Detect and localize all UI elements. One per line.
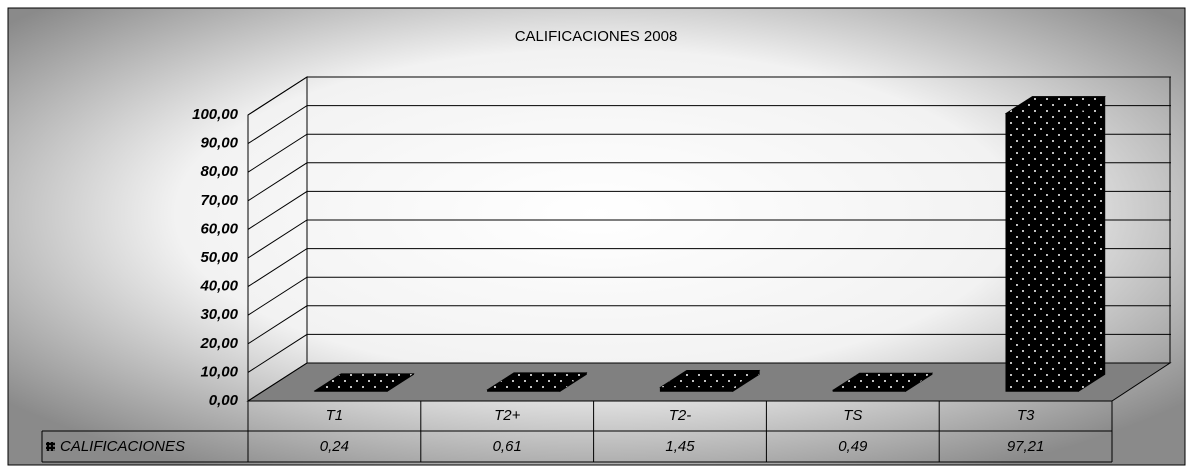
y-tick-label: 20,00	[199, 335, 238, 352]
value-label: 0,49	[838, 438, 868, 455]
grid-line	[247, 333, 1171, 373]
legend-key	[46, 442, 55, 451]
value-label: 0,24	[320, 438, 349, 455]
y-tick-label: 80,00	[200, 163, 238, 180]
data-table: CALIFICACIONES	[41, 400, 1112, 463]
grid-line	[247, 248, 1171, 288]
grid-line	[247, 276, 1171, 316]
y-tick-label: 10,00	[200, 363, 238, 380]
bar-top	[313, 373, 415, 392]
y-tick-label: 0,00	[209, 392, 239, 409]
y-tick-label: 50,00	[200, 249, 238, 266]
bar-top	[1004, 96, 1106, 114]
y-tick-label: 60,00	[200, 220, 238, 237]
legend-label: CALIFICACIONES	[60, 438, 185, 455]
grid-line	[247, 105, 1171, 145]
value-label: 97,21	[1007, 438, 1045, 455]
bar-top	[486, 372, 588, 391]
bar-side	[1078, 95, 1106, 393]
grid-line	[247, 76, 1171, 116]
x-tick-label: T3	[1017, 407, 1035, 424]
x-tick-label: TS	[843, 407, 862, 424]
grid-line	[247, 219, 1171, 259]
y-tick-label: 90,00	[200, 135, 238, 152]
x-tick-label: T1	[326, 407, 344, 424]
y-tick-label: 40,00	[199, 278, 238, 295]
value-label: 0,61	[493, 438, 522, 455]
y-tick-label: 30,00	[200, 306, 238, 323]
grid-line	[247, 190, 1171, 230]
y-tick-label: 70,00	[200, 192, 238, 209]
grid-line	[247, 162, 1171, 202]
chart-title: CALIFICACIONES 2008	[515, 28, 678, 45]
bar-top	[659, 369, 761, 388]
y-tick-label: 100,00	[192, 106, 239, 123]
x-tick-label: T2+	[494, 407, 521, 424]
bar-top	[831, 372, 934, 391]
bar-front	[659, 387, 734, 392]
grid-line	[247, 305, 1171, 345]
x-tick-label: T2-	[669, 407, 692, 424]
grid-line	[247, 133, 1171, 173]
value-label: 1,45	[665, 438, 695, 455]
bar-front	[1005, 113, 1079, 392]
